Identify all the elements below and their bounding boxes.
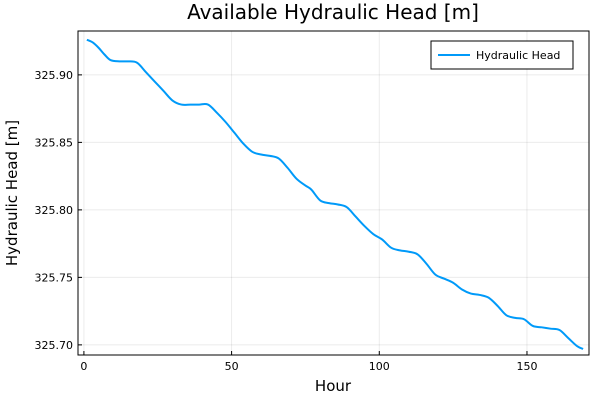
y-tick-label: 325.80 [35, 204, 74, 217]
x-tick-label: 50 [225, 360, 239, 373]
chart-title: Available Hydraulic Head [m] [187, 0, 479, 24]
y-tick-label: 325.75 [35, 271, 74, 284]
series-layer [86, 38, 584, 350]
legend: Hydraulic Head [430, 40, 574, 70]
x-tick-label: 150 [516, 360, 537, 373]
y-tick-label: 325.70 [35, 339, 74, 352]
legend-box [430, 40, 574, 70]
x-tick-label: 0 [80, 360, 87, 373]
x-tick-label: 100 [369, 360, 390, 373]
y-tick-label: 325.85 [35, 136, 74, 149]
axis-ticks: 0 50 100 150 325.70 325.75 325.80 325.85 325.90 [35, 69, 538, 373]
plot-frame [77, 30, 590, 356]
y-tick-label: 325.90 [35, 69, 74, 82]
y-axis-label: Hydraulic Head [m] [3, 120, 21, 266]
legend-label: Hydraulic Head [476, 49, 560, 62]
series-line-hydraulic-head [86, 38, 584, 350]
grid [78, 31, 589, 355]
x-axis-label: Hour [315, 377, 352, 395]
